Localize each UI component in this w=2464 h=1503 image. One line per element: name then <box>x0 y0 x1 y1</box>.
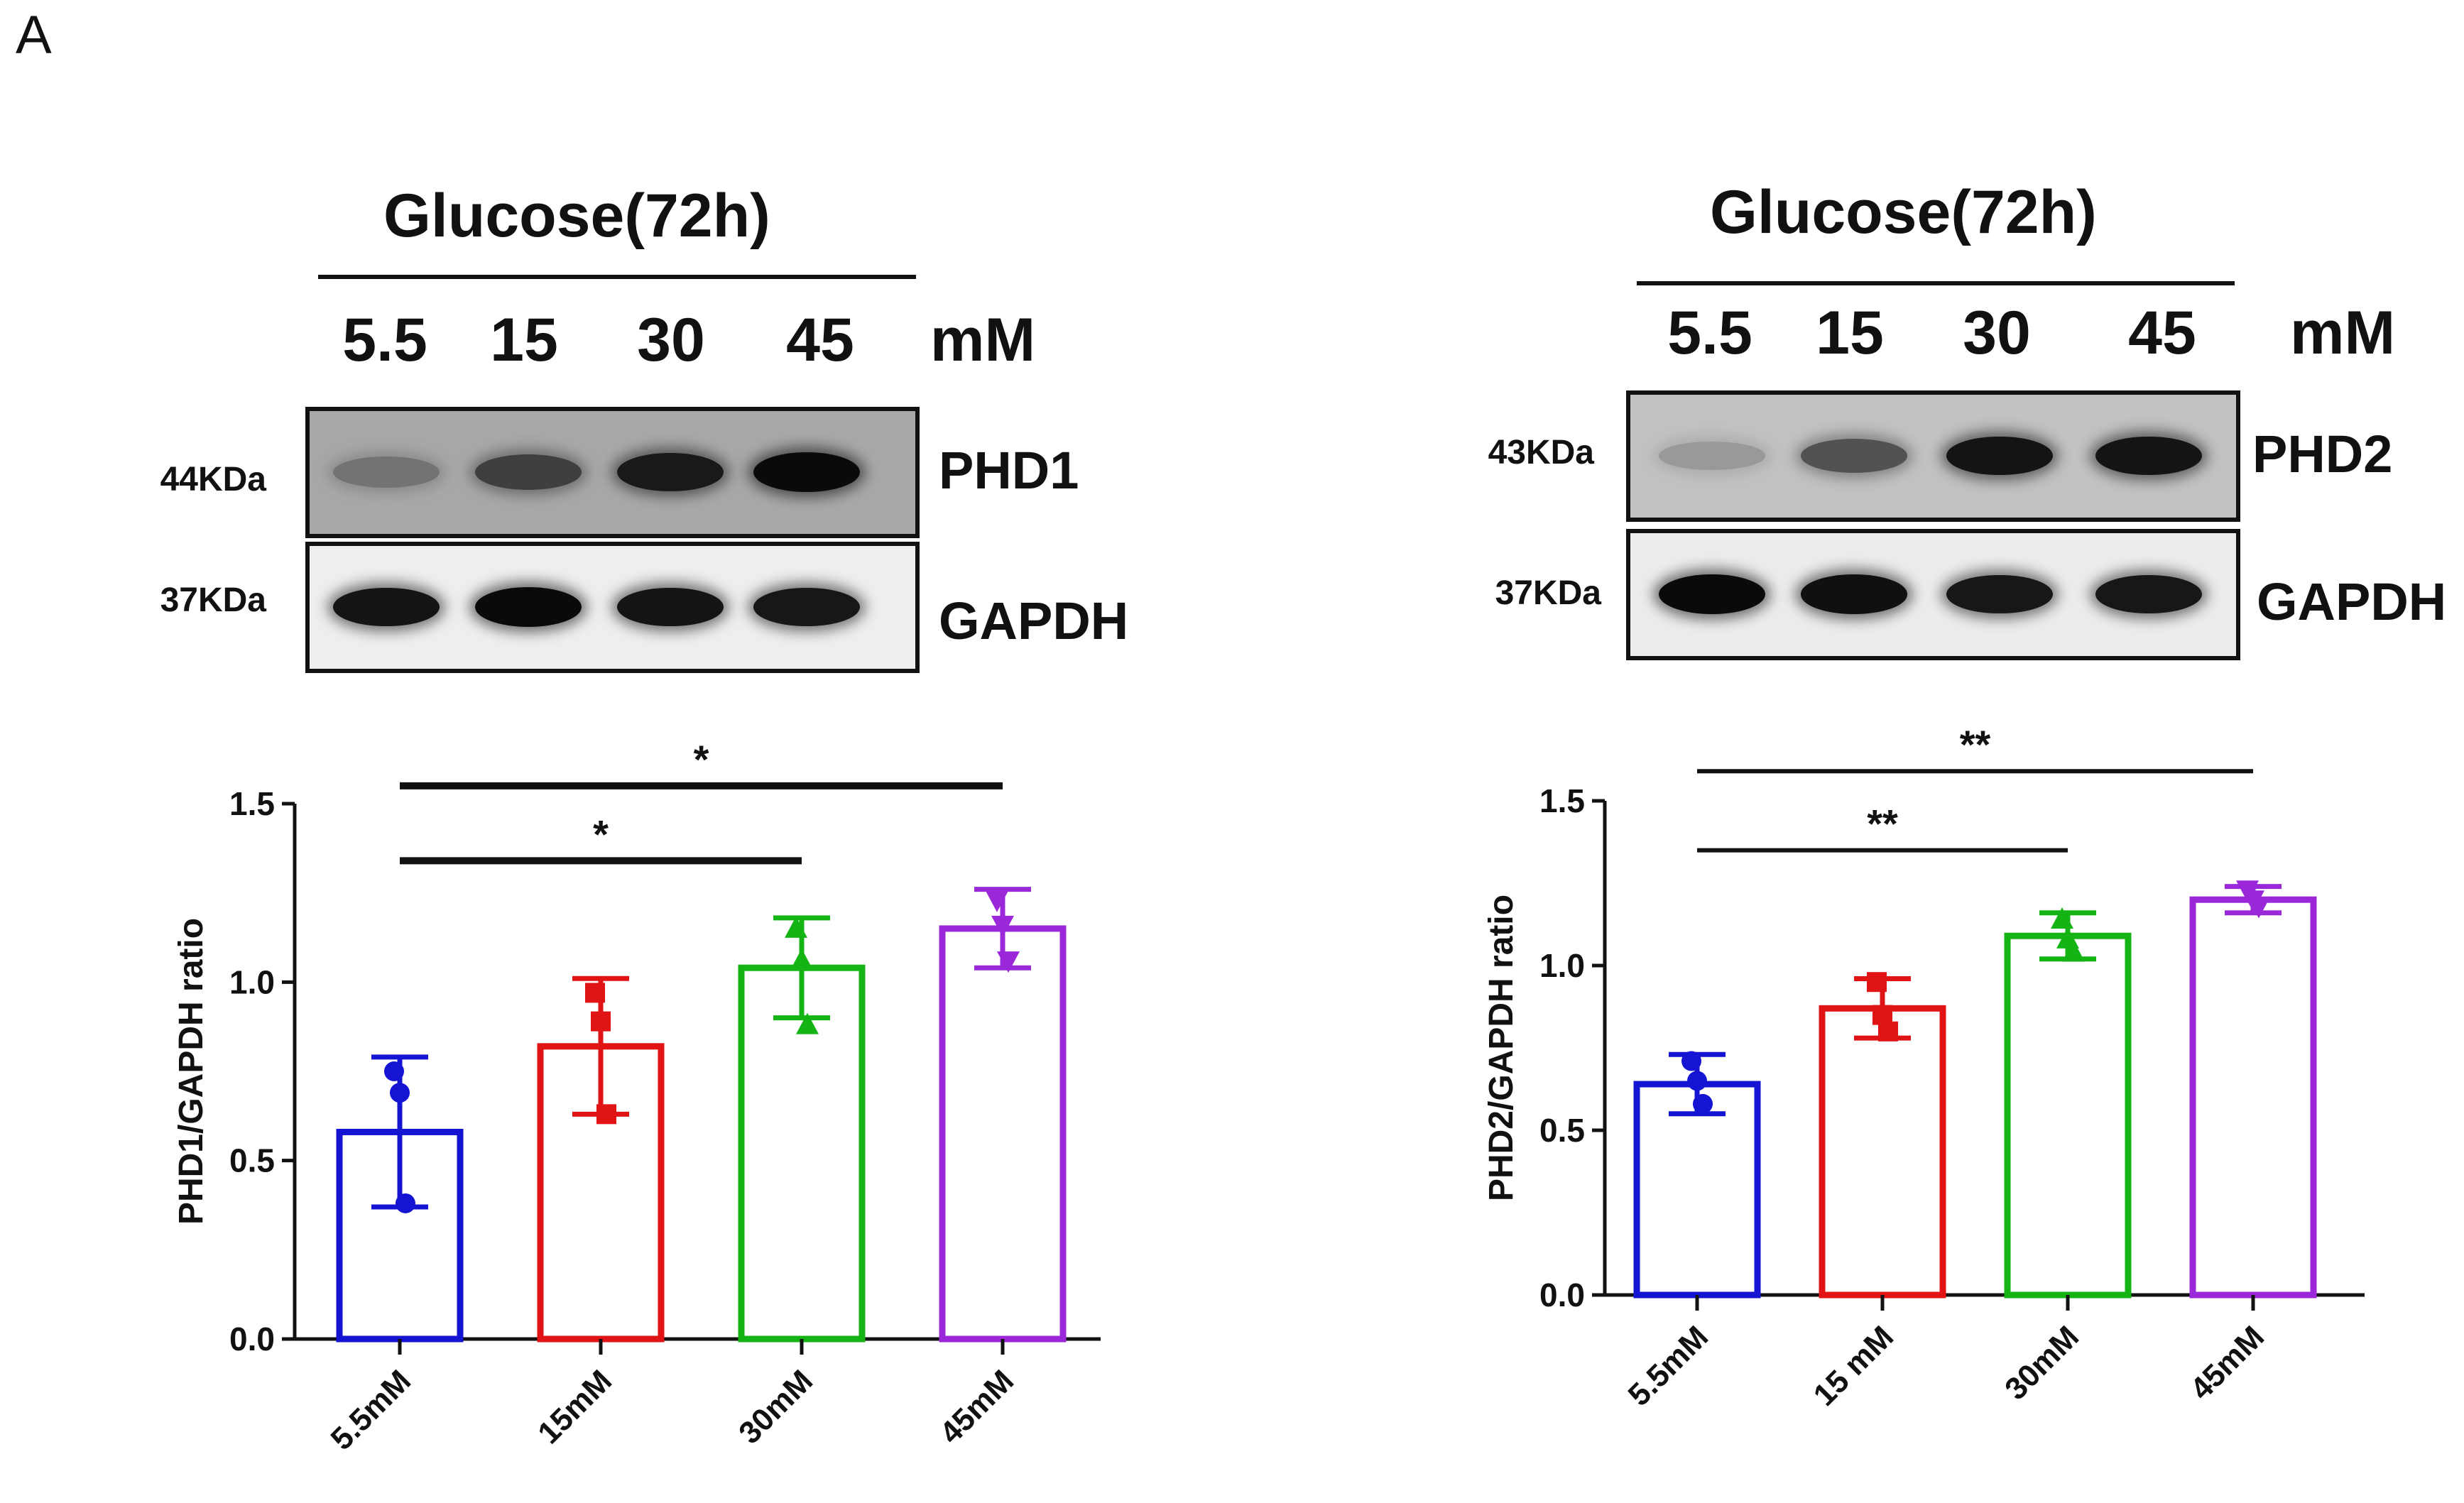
y-tick-label: 1.5 <box>229 785 275 822</box>
gapdh-blot-strip <box>305 542 920 673</box>
y-axis-label: PHD2/GAPDH ratio <box>1483 895 1520 1201</box>
data-point <box>1693 1093 1713 1114</box>
data-point <box>790 949 813 971</box>
data-point <box>1681 1051 1701 1071</box>
blot-band <box>475 587 582 627</box>
lane-label: 15 <box>490 306 558 374</box>
x-tick-label: 5.5mM <box>1622 1319 1715 1412</box>
x-tick-label: 15mM <box>531 1363 618 1450</box>
left-blot-panel: Glucose(72h) 5.5 15 30 45 mM 44KDa PHD1 … <box>0 0 1232 710</box>
blot-band <box>1946 574 2053 614</box>
y-tick-label: 1.0 <box>1539 947 1585 984</box>
data-point <box>585 983 605 1003</box>
x-tick-label: 30mM <box>732 1363 819 1450</box>
protein-label: PHD2 <box>2252 425 2393 483</box>
lane-label: 15 <box>1816 299 1884 367</box>
protein-label: PHD1 <box>939 441 1079 500</box>
y-tick-label: 0.5 <box>1539 1112 1585 1149</box>
data-point <box>2051 907 2073 929</box>
unit-label: mM <box>2290 299 2396 367</box>
data-point <box>384 1061 404 1081</box>
bar <box>2189 896 2317 1299</box>
significance-star: ** <box>1867 802 1898 846</box>
blot-band <box>2095 574 2202 614</box>
data-point <box>1878 1021 1898 1042</box>
protein-label: GAPDH <box>2257 572 2447 631</box>
data-point <box>986 890 1008 912</box>
data-point <box>390 1083 410 1103</box>
bar <box>939 925 1067 1343</box>
y-tick-label: 0.0 <box>1539 1277 1585 1313</box>
gapdh-blot-strip <box>1626 529 2240 660</box>
blot-band <box>333 587 440 627</box>
data-point <box>1867 972 1887 993</box>
phd1-blot-strip <box>305 407 920 538</box>
significance-star: ** <box>1960 722 1991 767</box>
blot-band <box>617 452 724 492</box>
lane-label: 45 <box>2128 299 2196 367</box>
y-tick-label: 1.0 <box>229 963 275 1000</box>
phd1-ratio-bar-chart: 0.0 0.5 1.0 1.5 PHD1/GAPDH ratio 5.5mM 15mM 30m… <box>173 737 1101 1457</box>
x-tick-label: 45mM <box>933 1363 1020 1450</box>
phd2-ratio-bar-chart: 0.0 0.5 1.0 1.5 PHD2/GAPDH ratio 5.5mM 15 mM 30… <box>1483 722 2365 1413</box>
blot-band <box>1801 439 1907 473</box>
data-point <box>1687 1071 1707 1091</box>
lane-label: 5.5 <box>342 306 427 374</box>
data-point <box>997 951 1020 973</box>
panel-letter: A <box>16 5 52 65</box>
data-point <box>396 1193 415 1213</box>
blot-band <box>1946 436 2053 476</box>
bar <box>1819 1005 1946 1299</box>
kda-label: 44KDa <box>160 461 266 498</box>
protein-label: GAPDH <box>939 591 1129 650</box>
data-point <box>991 915 1014 937</box>
blot-band <box>1659 442 1765 470</box>
phd2-blot-strip <box>1626 390 2240 522</box>
lane-label: 30 <box>1963 299 2031 367</box>
data-point <box>785 916 807 938</box>
data-point <box>2062 940 2085 962</box>
unit-label: mM <box>930 306 1036 374</box>
lane-label: 5.5 <box>1667 299 1752 367</box>
blot-band <box>333 457 440 488</box>
x-tick-label: 45mM <box>2184 1319 2271 1406</box>
data-point <box>591 1011 611 1032</box>
blot-title: Glucose(72h) <box>1710 178 2097 246</box>
blot-band <box>1659 574 1765 614</box>
blot-band <box>617 587 724 627</box>
y-tick-label: 0.0 <box>229 1321 275 1357</box>
blot-band <box>753 587 860 627</box>
lane-label: 45 <box>786 306 854 374</box>
y-tick-label: 1.5 <box>1539 782 1585 819</box>
kda-label: 37KDa <box>160 581 266 619</box>
data-point <box>2247 897 2270 919</box>
kda-label: 43KDa <box>1488 434 1594 471</box>
y-axis-label: PHD1/GAPDH ratio <box>173 918 210 1225</box>
significance-star: * <box>593 811 609 856</box>
blot-title-rule <box>1637 281 2235 285</box>
blot-title: Glucose(72h) <box>383 182 770 250</box>
data-point <box>796 1012 819 1034</box>
x-tick-label: 30mM <box>1998 1319 2086 1406</box>
kda-label: 37KDa <box>1495 574 1601 612</box>
significance-star: * <box>694 737 709 782</box>
y-tick-label: 0.5 <box>229 1142 275 1179</box>
bar <box>2004 932 2132 1299</box>
blot-band <box>2095 436 2202 476</box>
right-blot-panel: Glucose(72h) 5.5 15 30 45 mM 43KDa PHD2 … <box>0 0 2464 710</box>
x-tick-label: 5.5mM <box>325 1363 418 1456</box>
data-point <box>596 1104 616 1125</box>
x-tick-label: 15 mM <box>1807 1319 1900 1412</box>
blot-title-rule <box>318 275 916 279</box>
blot-band <box>1801 574 1907 614</box>
blot-band <box>475 454 582 490</box>
blot-band <box>753 452 860 492</box>
bar <box>738 964 866 1343</box>
lane-label: 30 <box>637 306 705 374</box>
